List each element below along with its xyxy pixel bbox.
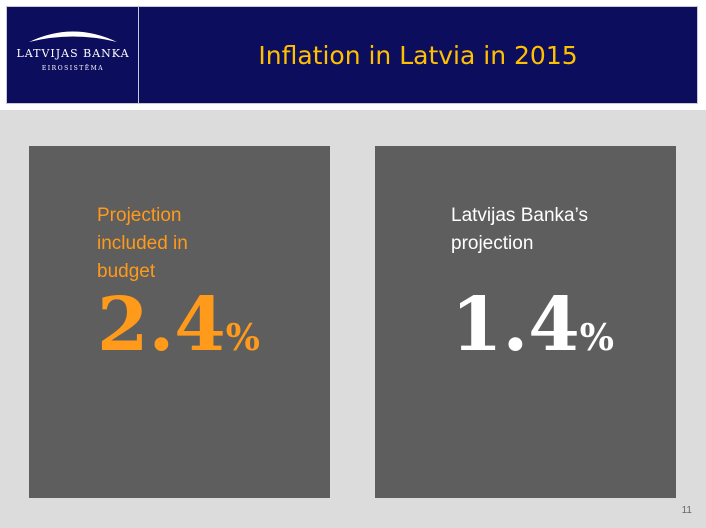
value-unit: % (225, 317, 260, 359)
bank-projection-label: Latvijas Banka’s projection (451, 202, 661, 258)
label-line: budget (97, 261, 156, 282)
label-line: Latvijas Banka’s (451, 205, 588, 226)
logo-arc-icon (29, 31, 117, 42)
bank-projection-panel: Latvijas Banka’s projection 1.4% (375, 146, 676, 498)
bank-projection-value: 1.4% (451, 280, 614, 370)
label-line: projection (451, 233, 534, 254)
value-unit: % (579, 317, 614, 359)
label-line: Projection (97, 205, 182, 226)
slide-title: Inflation in Latvia in 2015 (258, 40, 578, 70)
logo-subtitle: EIROSISTĒMA (41, 65, 105, 72)
logo-name: LATVIJAS BANKA (16, 47, 130, 60)
slide-header: LATVIJAS BANKA EIROSISTĒMA Inflation in … (0, 0, 706, 110)
value-number: 1.4 (451, 282, 580, 368)
bank-logo: LATVIJAS BANKA EIROSISTĒMA (7, 7, 139, 103)
value-number: 2.4 (97, 282, 226, 368)
budget-projection-value: 2.4% (97, 280, 260, 370)
label-line: included in (97, 233, 188, 254)
page-number: 11 (681, 505, 692, 516)
header-banner: LATVIJAS BANKA EIROSISTĒMA Inflation in … (6, 6, 698, 104)
budget-projection-label: Projection included in budget (97, 202, 297, 286)
budget-projection-panel: Projection included in budget 2.4% (29, 146, 330, 498)
